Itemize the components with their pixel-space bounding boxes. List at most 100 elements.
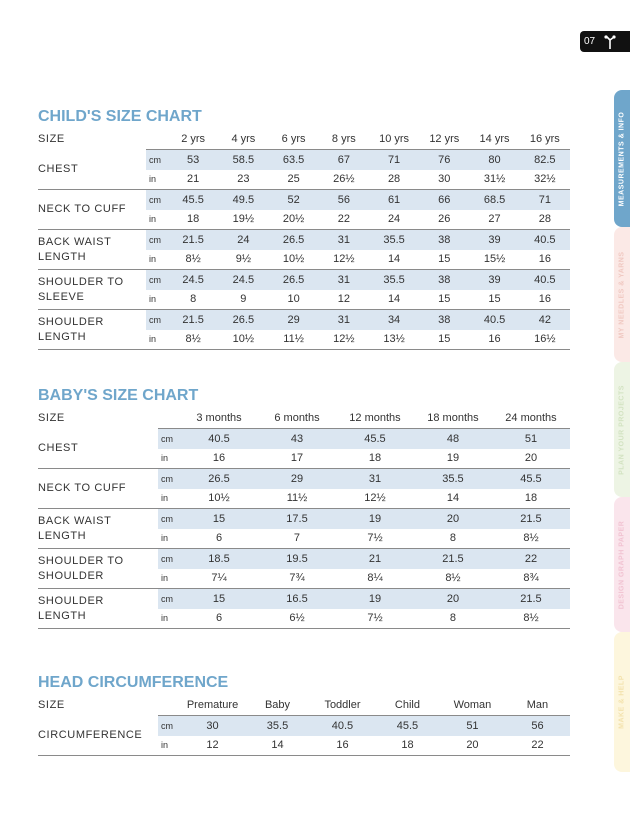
cell: 14	[368, 249, 420, 270]
column-header: Baby	[264, 699, 291, 711]
unit: in	[146, 249, 169, 270]
cell: 14	[413, 488, 492, 509]
row-label: NECK TO CUFF	[38, 468, 158, 509]
cell: 21	[168, 169, 219, 190]
cell: 8	[168, 289, 219, 310]
cell: 67	[318, 149, 369, 170]
cell: 21	[335, 548, 414, 569]
cell: 26.5	[268, 269, 319, 290]
cell: 18	[491, 488, 570, 509]
cell: 49.5	[218, 189, 269, 210]
cell: 9½	[218, 249, 269, 270]
cell: 7¾	[258, 568, 336, 589]
section-title: BABY'S SIZE CHART	[38, 387, 199, 404]
cell: 12½	[318, 329, 369, 350]
cell: 8¼	[335, 568, 414, 589]
table-row: SHOULDER LENGTH cm 21.5 26.5 29 31 34 38 40.5 42	[38, 309, 570, 350]
cell: 29	[258, 468, 336, 489]
table-row: CHEST cm 53 58.5 63.5 67 71 76 80 82.5	[38, 149, 570, 190]
cell: 15	[419, 249, 470, 270]
cell: 8¾	[491, 568, 570, 589]
column-header: 12 months	[349, 412, 401, 424]
cell: 53	[168, 149, 219, 170]
tab: PLAN YOUR PROJECTS	[614, 362, 630, 497]
cell: 23	[218, 169, 269, 190]
cell: 24.5	[218, 269, 269, 290]
cell: 8	[413, 528, 492, 549]
cell: 10½	[180, 488, 258, 509]
cell: 21.5	[168, 309, 219, 330]
cell: 40.5	[519, 229, 570, 250]
header-row: SIZE 3 months 6 months 12 months 18 months 24…	[38, 408, 570, 429]
cell: 20	[439, 735, 505, 756]
size-table: SIZE 2 yrs 4 yrs 6 yrs 8 yrs 10 yrs 12 yrs 14 y…	[38, 129, 570, 350]
tab-label: PLAN YOUR PROJECTS	[618, 384, 626, 475]
section-title: CHILD'S SIZE CHART	[38, 108, 202, 125]
row-label: SHOULDER TO SHOULDER	[38, 548, 158, 589]
cell: 40.5	[180, 428, 258, 449]
column-header: Woman	[453, 699, 492, 711]
cell: 38	[419, 269, 470, 290]
tab-label: DESIGN GRAPH PAPER	[618, 520, 626, 609]
cell: 56	[318, 189, 369, 210]
table-row: CHEST cm 40.5 43 45.5 48 51	[38, 428, 570, 469]
column-header: 18 months	[427, 412, 479, 424]
cell: 45.5	[168, 189, 219, 210]
cell: 19	[335, 508, 414, 529]
table-row: BACK WAIST LENGTH cm 21.5 24 26.5 31 35.5 38 39 4…	[38, 229, 570, 270]
cell: 12	[180, 735, 245, 756]
table-row: in 7¼ 7¾ 8¼ 8½ 8¾	[38, 568, 570, 589]
column-header: Premature	[186, 699, 239, 711]
cell: 21.5	[491, 588, 570, 609]
unit: cm	[158, 428, 181, 449]
cell: 17.5	[258, 508, 336, 529]
cell: 22	[504, 735, 570, 756]
cell: 6	[180, 608, 258, 629]
cell: 40.5	[469, 309, 520, 330]
size-table: SIZE Premature Baby Toddler Child Woman Man CIR…	[38, 695, 570, 756]
cell: 18	[168, 209, 219, 230]
cell: 29	[268, 309, 319, 330]
column-header: 6 yrs	[281, 133, 306, 145]
unit: cm	[158, 715, 181, 736]
cell: 35.5	[368, 269, 420, 290]
cell: 8½	[168, 249, 219, 270]
column-header: 2 yrs	[181, 133, 206, 145]
cell: 16	[519, 289, 570, 310]
cell: 12½	[318, 249, 369, 270]
cell: 42	[519, 309, 570, 330]
header-row: SIZE Premature Baby Toddler Child Woman Man	[38, 695, 570, 716]
tab: MY NEEDLES & YARNS	[614, 227, 630, 362]
unit: cm	[146, 189, 169, 210]
table-row: in 21 23 25 26½ 28 30 31½ 32½	[38, 169, 570, 190]
cell: 15½	[469, 249, 520, 270]
cell: 71	[368, 149, 420, 170]
cell: 19½	[218, 209, 269, 230]
tab-label: MAKE & HELP	[618, 675, 626, 729]
cell: 19.5	[258, 548, 336, 569]
cell: 24	[368, 209, 420, 230]
cell: 25	[268, 169, 319, 190]
cell: 10½	[218, 329, 269, 350]
cell: 51	[491, 428, 570, 449]
table-row: SHOULDER TO SLEEVE cm 24.5 24.5 26.5 31 35.5 38…	[38, 269, 570, 310]
table-row: in 16 17 18 19 20	[38, 448, 570, 469]
unit: cm	[158, 508, 181, 529]
cell: 20	[413, 588, 492, 609]
cell: 31	[335, 468, 414, 489]
cell: 20	[491, 448, 570, 469]
cell: 8½	[491, 608, 570, 629]
cell: 61	[368, 189, 420, 210]
cell: 40.5	[519, 269, 570, 290]
cell: 28	[368, 169, 420, 190]
cell: 26	[419, 209, 470, 230]
unit: cm	[146, 269, 169, 290]
cell: 26.5	[268, 229, 319, 250]
unit: in	[146, 209, 169, 230]
column-header: Toddler	[324, 699, 361, 711]
tab-label: MEASUREMENTS & INFO	[618, 111, 626, 206]
table-row: SHOULDER TO SHOULDER cm 18.5 19.5 21 21.5 22	[38, 548, 570, 589]
cell: 8	[413, 608, 492, 629]
table-row: BACK WAIST LENGTH cm 15 17.5 19 20 21.5	[38, 508, 570, 549]
cell: 18	[335, 448, 414, 469]
